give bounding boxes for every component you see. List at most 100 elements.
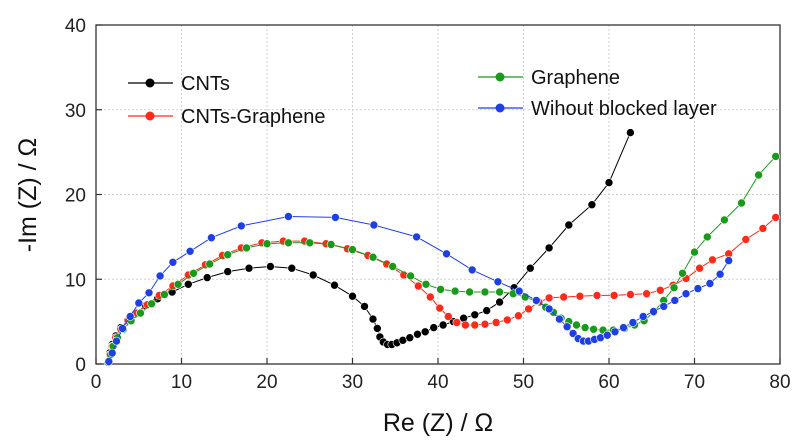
data-point — [425, 292, 435, 302]
data-point — [305, 238, 315, 248]
y-tick-label: 20 — [65, 186, 86, 207]
data-point — [438, 320, 448, 330]
data-point — [202, 273, 212, 282]
data-point — [348, 291, 357, 301]
data-point — [461, 320, 470, 330]
data-point — [670, 296, 680, 305]
data-point — [308, 270, 318, 280]
legend-marker — [145, 111, 155, 121]
data-point — [604, 178, 614, 187]
legend-marker — [495, 103, 505, 113]
data-point — [659, 302, 669, 311]
data-point — [442, 249, 451, 259]
data-point — [107, 348, 117, 358]
series-cnts — [103, 128, 635, 366]
data-point — [452, 318, 462, 327]
data-point — [708, 255, 717, 265]
x-axis-label: Re (Z) / Ω — [383, 409, 493, 437]
data-point — [406, 271, 415, 281]
data-point — [223, 250, 232, 259]
legend-item: CNTs — [128, 73, 230, 95]
data-point — [184, 279, 193, 289]
data-point — [649, 307, 658, 316]
x-tick-label: 80 — [769, 372, 790, 393]
data-point — [720, 215, 729, 225]
data-point — [562, 322, 572, 332]
data-point — [514, 311, 523, 321]
data-point — [555, 314, 564, 324]
x-tick-label: 20 — [256, 372, 277, 393]
legend-marker — [495, 72, 505, 82]
data-point — [450, 286, 460, 296]
data-point — [705, 279, 715, 288]
data-point — [695, 263, 704, 273]
data-point — [655, 285, 665, 295]
y-tick-label: 10 — [65, 270, 86, 291]
data-point — [134, 298, 144, 308]
legend-label: CNTs — [181, 73, 230, 95]
data-point — [470, 310, 480, 320]
data-point — [572, 320, 581, 330]
data-point — [531, 296, 541, 305]
data-point — [592, 291, 602, 300]
grid-lines — [96, 25, 780, 364]
data-point — [771, 152, 781, 161]
data-point — [609, 291, 619, 300]
data-point — [564, 220, 574, 230]
data-point — [368, 314, 378, 324]
data-point — [287, 263, 297, 273]
data-point — [758, 224, 768, 233]
data-point — [587, 200, 597, 209]
data-point — [514, 286, 524, 296]
series-wihout-blocked-layer — [104, 212, 734, 366]
data-point — [741, 235, 751, 244]
data-point — [160, 290, 169, 299]
data-point — [626, 290, 635, 299]
data-point — [388, 262, 398, 271]
legend-item: Wihout blocked layer — [478, 98, 717, 120]
data-point — [495, 297, 504, 307]
legend-item: Graphene — [478, 67, 620, 89]
data-point — [544, 243, 554, 253]
series-line — [107, 156, 777, 363]
legend-label: CNTs-Graphene — [181, 106, 326, 128]
data-point — [638, 312, 648, 321]
data-point — [360, 302, 369, 311]
data-point — [602, 330, 612, 340]
data-point — [470, 320, 480, 330]
data-point — [669, 283, 679, 293]
data-point — [118, 324, 127, 333]
data-point — [491, 318, 501, 327]
y-tick-label: 0 — [75, 355, 86, 376]
data-point — [413, 329, 422, 339]
legend: CNTs CNTs-Graphene Graphene Wihout blocked … — [128, 67, 717, 128]
y-tick-label: 40 — [65, 16, 86, 37]
data-point — [421, 279, 431, 289]
data-point — [413, 281, 423, 291]
data-point — [626, 128, 635, 137]
y-tick-label: 30 — [65, 101, 86, 122]
data-point — [207, 233, 216, 242]
data-point — [589, 324, 598, 334]
data-point — [173, 279, 183, 289]
data-point — [405, 333, 415, 343]
data-point — [372, 324, 382, 333]
data-point — [168, 257, 178, 267]
data-point — [284, 212, 293, 221]
data-point — [429, 323, 439, 332]
data-point — [678, 268, 687, 278]
data-point — [568, 329, 578, 338]
data-point — [242, 243, 251, 253]
data-point — [266, 262, 275, 271]
data-point — [223, 267, 232, 276]
data-point — [619, 323, 628, 332]
data-point — [155, 271, 165, 281]
legend-item: CNTs-Graphene — [128, 106, 326, 128]
data-point — [580, 323, 590, 332]
data-point — [693, 284, 703, 293]
data-point — [702, 232, 712, 242]
legend-marker — [145, 78, 155, 88]
x-tick-label: 50 — [513, 372, 534, 393]
data-point — [480, 319, 490, 329]
data-point — [724, 256, 734, 265]
